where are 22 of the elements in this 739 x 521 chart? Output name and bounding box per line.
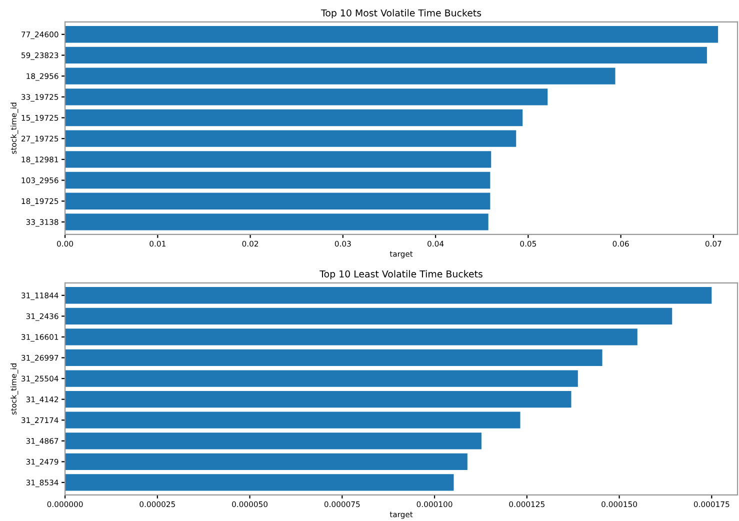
bar	[65, 328, 638, 346]
bar	[65, 192, 490, 210]
bar	[65, 88, 548, 106]
bar	[65, 370, 578, 387]
bar	[65, 349, 602, 366]
bar	[65, 308, 672, 324]
bar	[65, 68, 616, 84]
bar	[65, 109, 523, 126]
bar	[65, 214, 488, 230]
bar	[65, 130, 516, 147]
bar	[65, 453, 468, 470]
bar	[65, 26, 718, 43]
bar	[65, 432, 482, 450]
bar	[65, 172, 490, 189]
bar	[65, 46, 707, 64]
bar	[65, 151, 492, 168]
bar	[65, 474, 454, 491]
bar	[65, 412, 520, 428]
chart-title: Top 10 Most Volatile Time Buckets	[320, 9, 482, 18]
chart-title: Top 10 Least Volatile Time Buckets	[320, 270, 482, 280]
bar	[65, 391, 572, 408]
bar	[65, 287, 712, 304]
